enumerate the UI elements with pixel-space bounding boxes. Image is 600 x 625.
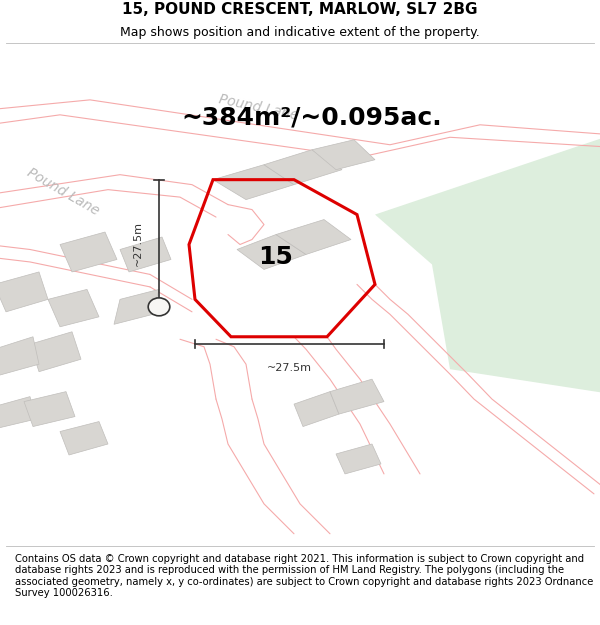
Polygon shape <box>48 289 99 327</box>
Polygon shape <box>213 165 294 199</box>
Polygon shape <box>237 234 306 269</box>
Text: ~27.5m: ~27.5m <box>133 221 143 266</box>
Polygon shape <box>30 332 81 372</box>
Polygon shape <box>0 272 48 312</box>
Text: Map shows position and indicative extent of the property.: Map shows position and indicative extent… <box>120 26 480 39</box>
Text: 15: 15 <box>259 245 293 269</box>
Polygon shape <box>114 289 159 324</box>
Polygon shape <box>264 150 342 184</box>
Text: Contains OS data © Crown copyright and database right 2021. This information is : Contains OS data © Crown copyright and d… <box>15 554 593 598</box>
Polygon shape <box>336 444 381 474</box>
Polygon shape <box>276 219 351 254</box>
Polygon shape <box>0 337 39 377</box>
Polygon shape <box>375 135 600 394</box>
Text: 15, POUND CRESCENT, MARLOW, SL7 2BG: 15, POUND CRESCENT, MARLOW, SL7 2BG <box>122 2 478 18</box>
Polygon shape <box>294 392 339 426</box>
Polygon shape <box>312 140 375 169</box>
Text: Pound Lane: Pound Lane <box>217 92 299 123</box>
Polygon shape <box>330 379 384 414</box>
Text: Pound Lane: Pound Lane <box>25 166 101 219</box>
Polygon shape <box>24 392 75 426</box>
Circle shape <box>148 298 170 316</box>
Polygon shape <box>0 397 36 429</box>
Text: ~384m²/~0.095ac.: ~384m²/~0.095ac. <box>182 106 442 129</box>
Polygon shape <box>60 232 117 272</box>
Polygon shape <box>60 421 108 455</box>
Polygon shape <box>120 237 171 272</box>
Text: ~27.5m: ~27.5m <box>267 363 312 373</box>
